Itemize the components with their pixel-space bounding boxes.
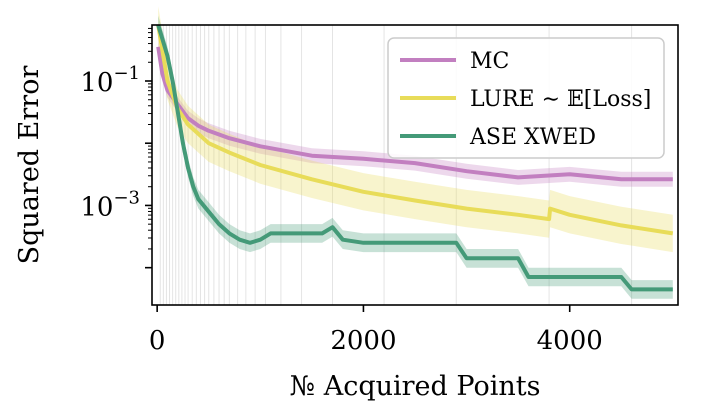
band-2 — [158, 15, 673, 299]
x-axis-ticks: 0 2000 4000 — [149, 305, 603, 356]
grid-vertical-lines — [159, 25, 633, 305]
legend-label: ASE XWED — [469, 125, 596, 150]
y-axis-label: Squared Error — [14, 66, 45, 265]
x-axis-label: № Acquired Points — [290, 371, 541, 402]
y-tick-label: 10−1 — [80, 63, 140, 98]
y-axis-ticks: 10−1 10−3 — [80, 27, 152, 269]
y-tick-label: 10−3 — [80, 187, 140, 222]
legend-box — [387, 37, 665, 159]
x-tick-label: 4000 — [537, 326, 603, 356]
plot-frame — [151, 24, 679, 306]
legend-label: MC — [470, 49, 509, 74]
x-tick-label: 0 — [149, 326, 166, 356]
series-line-2 — [156, 24, 673, 292]
legend: MC LURE ∼ 𝔼[Loss] ASE XWED — [387, 37, 665, 159]
legend-label: LURE ∼ 𝔼[Loss] — [470, 87, 651, 112]
band-1 — [158, 6, 673, 253]
x-tick-label: 2000 — [330, 326, 396, 356]
series-lines — [156, 24, 674, 292]
